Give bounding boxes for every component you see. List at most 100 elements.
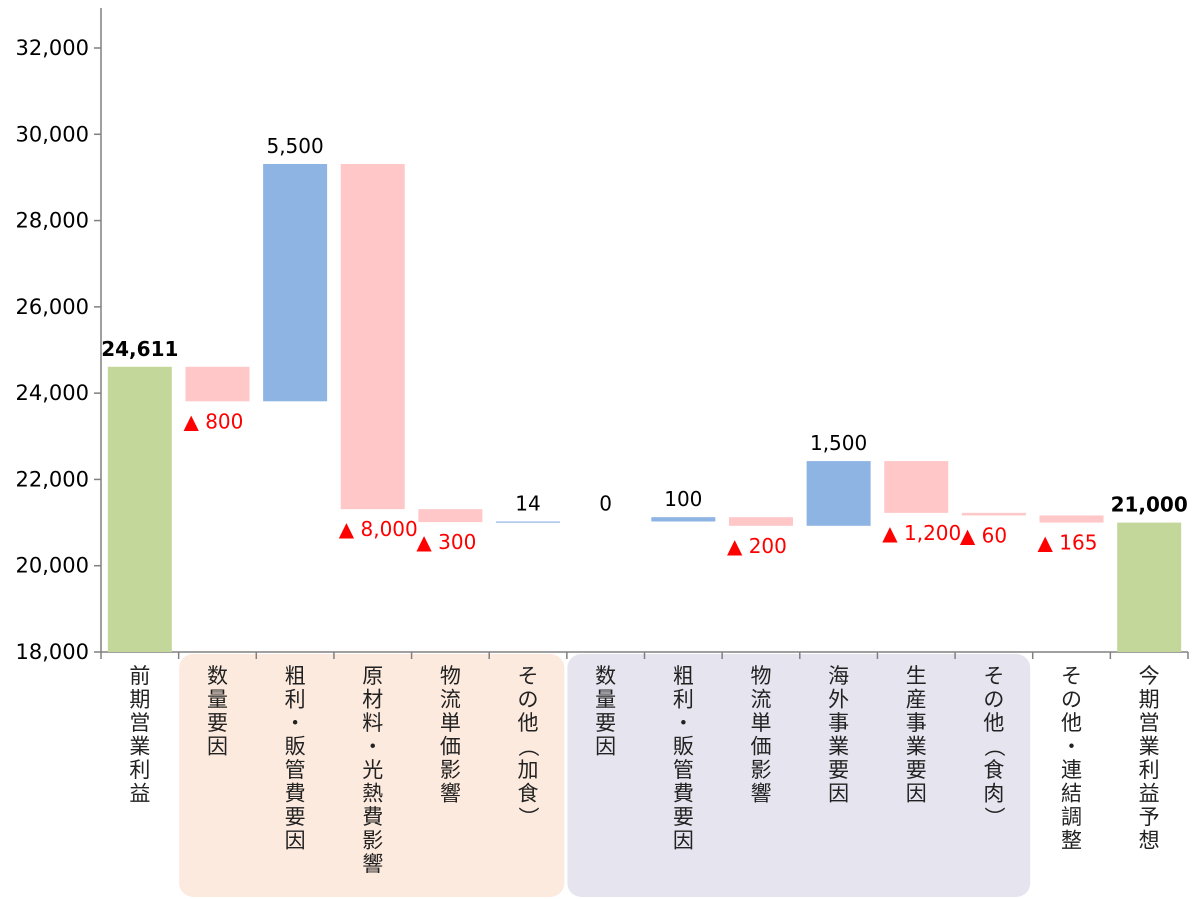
svg-text:因: 因 <box>906 782 927 806</box>
svg-text:材: 材 <box>362 688 383 712</box>
svg-text:管: 管 <box>285 758 306 782</box>
bar-13 <box>1039 515 1104 523</box>
bar-11 <box>884 461 949 513</box>
svg-text:物: 物 <box>750 664 771 688</box>
value-label-3: 5,500 <box>266 134 323 158</box>
svg-text:料: 料 <box>362 711 383 735</box>
bar-2 <box>185 366 250 402</box>
svg-text:業: 業 <box>129 735 150 759</box>
svg-text:因: 因 <box>673 829 694 853</box>
bar-9 <box>728 517 793 526</box>
svg-text:他: 他 <box>1061 711 1082 735</box>
svg-text:響: 響 <box>750 782 771 806</box>
svg-text:影: 影 <box>362 829 383 853</box>
svg-text:粗: 粗 <box>673 664 694 688</box>
svg-text:想: 想 <box>1139 829 1160 853</box>
x-axis <box>100 651 1189 659</box>
svg-text:販: 販 <box>285 735 306 759</box>
value-label-7: 0 <box>599 491 612 515</box>
svg-text:食: 食 <box>983 758 1004 782</box>
svg-text:（: （ <box>982 736 1006 757</box>
bar-3 <box>263 164 328 402</box>
bar-8 <box>651 517 716 522</box>
svg-text:量: 量 <box>207 688 228 712</box>
category-label-12: その他（食肉） <box>982 664 1006 828</box>
y-tick-label: 22,000 <box>16 467 89 491</box>
svg-text:利: 利 <box>285 688 306 712</box>
svg-text:業: 業 <box>828 735 849 759</box>
svg-text:の: の <box>518 688 539 712</box>
y-axis: 18,000 20,000 22,000 24,000 26,000 28,000 30,0… <box>16 8 102 664</box>
value-label-4: ▲ 8,000 <box>339 517 418 541</box>
svg-text:予: 予 <box>1139 805 1160 829</box>
svg-text:粗: 粗 <box>285 664 306 688</box>
svg-text:（: （ <box>516 736 540 757</box>
svg-text:要: 要 <box>207 711 228 735</box>
svg-text:益: 益 <box>129 782 150 806</box>
svg-text:販: 販 <box>673 735 694 759</box>
bar-12 <box>961 512 1026 516</box>
svg-text:生: 生 <box>906 664 927 688</box>
svg-text:単: 単 <box>750 711 771 735</box>
svg-text:利: 利 <box>129 758 150 782</box>
y-tick-label: 28,000 <box>16 209 89 233</box>
svg-text:調: 調 <box>1061 805 1082 829</box>
svg-text:単: 単 <box>440 711 461 735</box>
svg-text:利: 利 <box>673 688 694 712</box>
svg-text:事: 事 <box>906 711 927 735</box>
y-tick-label: 32,000 <box>16 36 89 60</box>
y-tick-label: 24,000 <box>16 381 89 405</box>
bar-6 <box>496 521 561 523</box>
svg-text:因: 因 <box>595 735 616 759</box>
svg-text:の: の <box>983 688 1004 712</box>
svg-text:外: 外 <box>828 688 849 712</box>
value-label-8: 100 <box>664 487 702 511</box>
svg-text:要: 要 <box>828 758 849 782</box>
svg-text:流: 流 <box>440 688 461 712</box>
value-label-6: 14 <box>515 491 540 515</box>
svg-text:数: 数 <box>595 664 616 688</box>
category-label-6: その他（加食） <box>516 664 540 828</box>
svg-text:影: 影 <box>750 758 771 782</box>
bar-1 <box>107 366 172 652</box>
y-tick-label: 30,000 <box>16 122 89 146</box>
svg-text:営: 営 <box>129 711 150 735</box>
value-label-13: ▲ 165 <box>1038 531 1098 555</box>
bar-5 <box>418 509 483 523</box>
svg-text:他: 他 <box>518 711 539 735</box>
value-label-1: 24,611 <box>101 337 178 361</box>
svg-text:物: 物 <box>440 664 461 688</box>
svg-text:営: 営 <box>1139 711 1160 735</box>
svg-text:連: 連 <box>1061 758 1082 782</box>
value-label-2: ▲ 800 <box>183 409 243 433</box>
y-tick-label: 18,000 <box>16 640 89 664</box>
svg-text:・: ・ <box>285 711 306 735</box>
value-label-9: ▲ 200 <box>727 534 787 558</box>
svg-text:そ: そ <box>983 664 1004 688</box>
svg-text:食: 食 <box>518 782 539 806</box>
svg-text:他: 他 <box>983 711 1004 735</box>
svg-text:価: 価 <box>440 735 461 759</box>
svg-text:原: 原 <box>362 664 383 688</box>
svg-text:）: ） <box>982 807 1006 828</box>
bars <box>107 164 1182 652</box>
svg-text:海: 海 <box>828 664 849 688</box>
svg-text:響: 響 <box>440 782 461 806</box>
value-label-5: ▲ 300 <box>416 530 476 554</box>
svg-text:因: 因 <box>828 782 849 806</box>
svg-text:数: 数 <box>207 664 228 688</box>
category-group-panel-1 <box>179 654 565 897</box>
svg-text:価: 価 <box>750 735 771 759</box>
svg-text:の: の <box>1061 688 1082 712</box>
svg-text:整: 整 <box>1061 829 1082 853</box>
svg-text:今: 今 <box>1139 664 1160 688</box>
